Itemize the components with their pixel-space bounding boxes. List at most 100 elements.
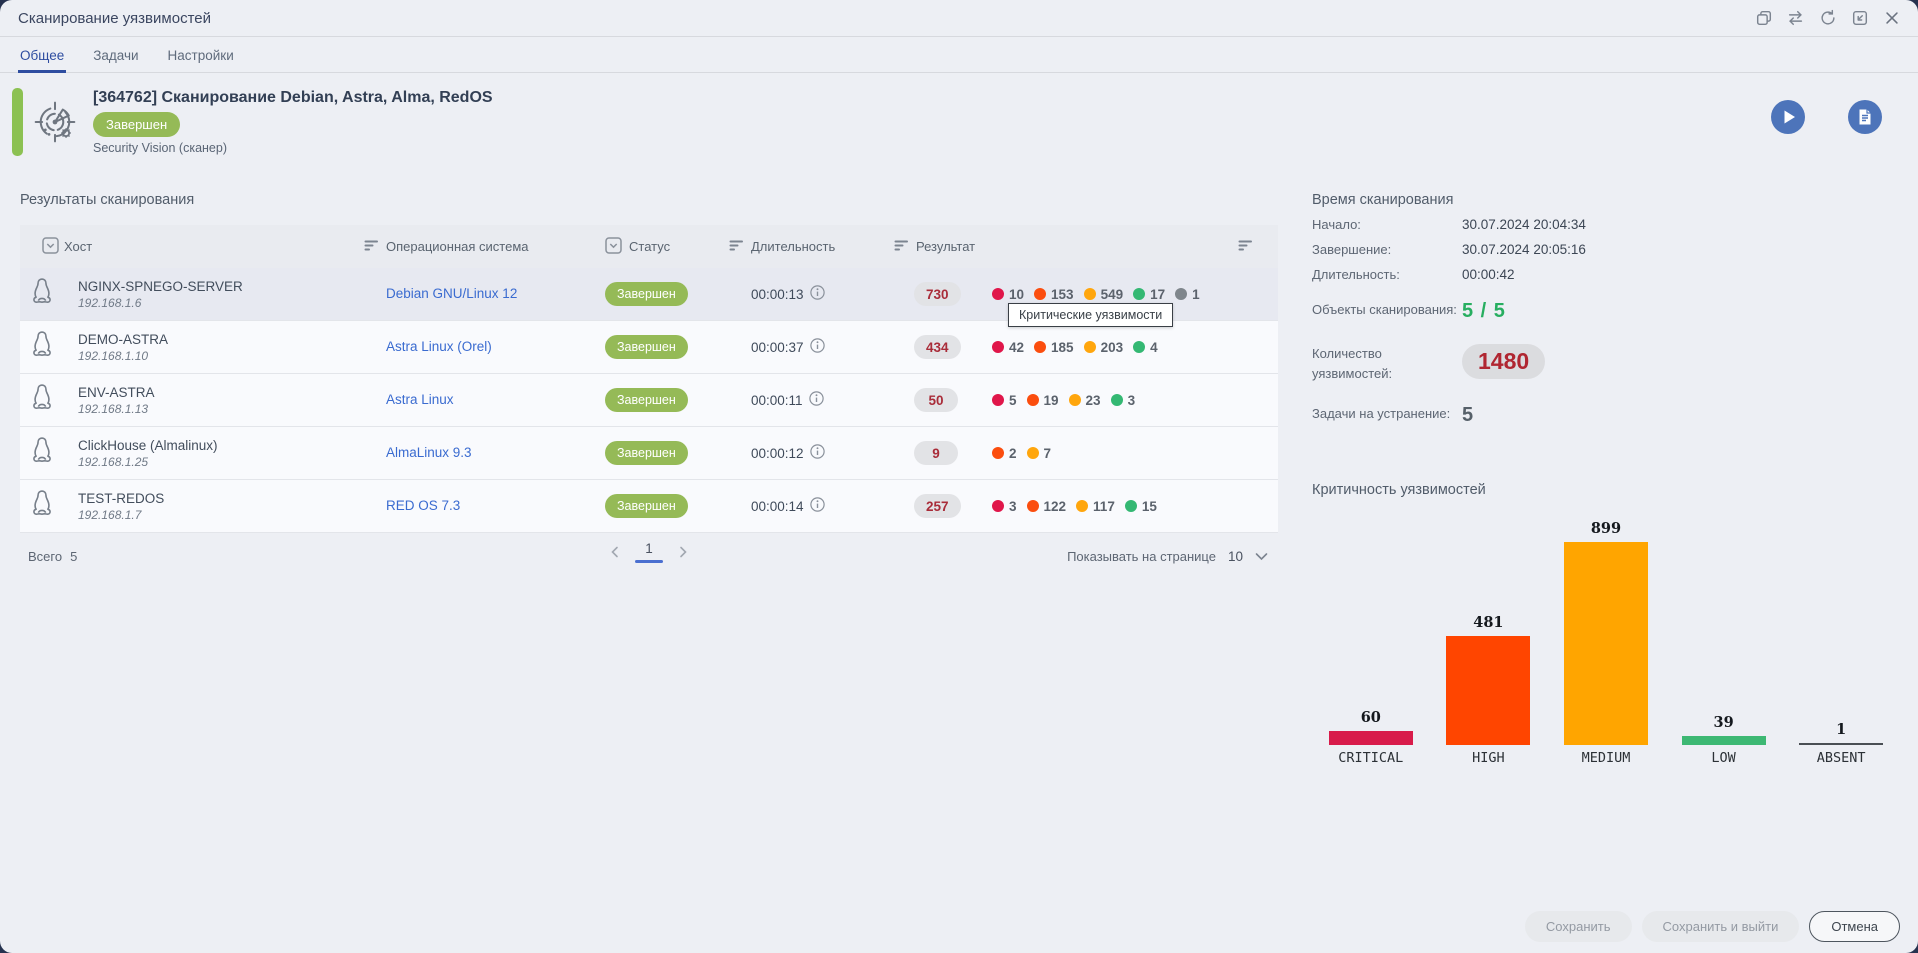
- column-header-duration[interactable]: Длительность: [751, 239, 836, 254]
- column-header-host[interactable]: Хост: [64, 239, 93, 254]
- table-row[interactable]: ClickHouse (Almalinux) 192.168.1.25 AlmaLi…: [20, 427, 1278, 480]
- per-page-select[interactable]: Показывать на странице 10: [1067, 549, 1268, 564]
- severity-count[interactable]: 3: [992, 499, 1017, 514]
- os-link[interactable]: Astra Linux (Orel): [386, 339, 492, 354]
- chart-title: Критичность уязвимостей: [1312, 482, 1486, 498]
- swap-icon[interactable]: [1785, 8, 1806, 29]
- chart-bar-value: 60: [1360, 709, 1381, 726]
- severity-dot: [1083, 341, 1096, 353]
- tab-settings[interactable]: Настройки: [167, 47, 234, 63]
- severity-count[interactable]: 203: [1083, 340, 1123, 355]
- duration-value: 00:00:37: [751, 339, 804, 355]
- os-link[interactable]: Astra Linux: [386, 392, 454, 407]
- column-header-os[interactable]: Операционная система: [386, 239, 529, 254]
- severity-dot: [1110, 394, 1123, 406]
- os-link[interactable]: AlmaLinux 9.3: [386, 445, 472, 460]
- severity-count[interactable]: 2: [992, 446, 1017, 461]
- severity-count[interactable]: 5: [992, 393, 1017, 408]
- linux-penguin-icon: [28, 383, 56, 418]
- host-name: ENV-ASTRA: [78, 384, 155, 400]
- column-header-result[interactable]: Результат: [916, 239, 976, 254]
- close-icon[interactable]: [1881, 8, 1902, 29]
- status-badge: Завершен: [605, 282, 688, 306]
- cancel-button[interactable]: Отмена: [1809, 911, 1900, 942]
- window-controls: [1753, 8, 1902, 29]
- prev-page-icon[interactable]: [610, 546, 619, 558]
- scan-status-badge: Завершен: [93, 112, 181, 137]
- os-link[interactable]: RED OS 7.3: [386, 498, 461, 513]
- page-number[interactable]: 1: [635, 541, 663, 563]
- severity-count[interactable]: 185: [1034, 340, 1074, 355]
- refresh-icon[interactable]: [1817, 8, 1838, 29]
- info-icon[interactable]: [809, 338, 825, 356]
- table-row[interactable]: DEMO-ASTRA 192.168.1.10 Astra Linux (Orel)…: [20, 321, 1278, 374]
- remediation-tasks-value: 5: [1462, 404, 1474, 426]
- vuln-count-stat: Количество уязвимостей: 1480: [1312, 344, 1900, 383]
- status-column-select-icon[interactable]: [605, 236, 622, 257]
- os-filter-icon[interactable]: [364, 239, 379, 255]
- status-accent-bar: [12, 88, 23, 156]
- tab-general[interactable]: Общее: [18, 38, 67, 73]
- info-icon[interactable]: [809, 497, 825, 515]
- severity-count[interactable]: 4: [1133, 340, 1158, 355]
- severity-count[interactable]: 15: [1124, 499, 1157, 514]
- chart-bar-slot: 1 ABSENT: [1782, 500, 1900, 766]
- host-column-select-icon[interactable]: [42, 236, 59, 257]
- severity-count[interactable]: 42: [992, 340, 1024, 355]
- os-link[interactable]: Debian GNU/Linux 12: [386, 286, 518, 301]
- severity-dot: [992, 394, 1004, 406]
- severity-count[interactable]: 19: [1026, 393, 1059, 408]
- severity-count[interactable]: 153: [1034, 287, 1074, 302]
- scan-duration-row: Длительность: 00:00:42: [1312, 267, 1515, 282]
- save-exit-button[interactable]: Сохранить и выйти: [1641, 911, 1800, 942]
- column-header-status[interactable]: Статус: [629, 239, 671, 254]
- host-ip: 192.168.1.13: [78, 401, 149, 416]
- tab-tasks[interactable]: Задачи: [93, 47, 139, 63]
- save-button[interactable]: Сохранить: [1524, 911, 1632, 942]
- severity-dot: [1175, 288, 1188, 300]
- table-row[interactable]: ENV-ASTRA 192.168.1.13 Astra Linux Завершен…: [20, 374, 1278, 427]
- total-vulns-badge: 434: [914, 335, 961, 359]
- duration-filter-icon[interactable]: [729, 239, 744, 255]
- result-filter-icon[interactable]: [894, 239, 909, 255]
- severity-count[interactable]: 17: [1133, 287, 1165, 302]
- chart-bar-critical: [1328, 731, 1413, 745]
- chart-bar-high: [1446, 636, 1531, 745]
- host-name: DEMO-ASTRA: [78, 331, 169, 347]
- scale-window-icon[interactable]: [1849, 8, 1870, 29]
- severity-count[interactable]: 549: [1083, 287, 1123, 302]
- severity-dot: [1133, 341, 1146, 353]
- chart-bars: 60 CRITICAL 481 HIGH 899 MEDIUM 39 LOW 1 ABSENT: [1312, 500, 1900, 766]
- info-icon[interactable]: [808, 391, 824, 409]
- scan-actions: [1771, 100, 1882, 134]
- severity-chart: 60 CRITICAL 481 HIGH 899 MEDIUM 39 LOW 1 ABSENT: [1312, 500, 1900, 766]
- info-icon[interactable]: [809, 444, 825, 462]
- chart-bar-value: 899: [1590, 520, 1622, 537]
- severity-count[interactable]: 122: [1026, 499, 1066, 514]
- report-button[interactable]: [1848, 100, 1882, 134]
- scan-end-row: Завершение: 30.07.2024 20:05:16: [1312, 242, 1586, 257]
- chart-bar-value: 39: [1713, 714, 1734, 731]
- severity-count[interactable]: 7: [1026, 446, 1051, 461]
- run-scan-button[interactable]: [1771, 100, 1805, 134]
- severity-count[interactable]: 10: [992, 287, 1024, 302]
- severity-count[interactable]: 3: [1110, 393, 1135, 408]
- copy-icon[interactable]: [1753, 8, 1774, 29]
- next-page-icon[interactable]: [679, 546, 688, 558]
- severity-count[interactable]: 117: [1076, 499, 1115, 514]
- scan-stats-section: Объекты сканирования: 5 / 5 Количество у…: [1312, 300, 1900, 448]
- scan-title: [364762] Сканирование Debian, Astra, Alm…: [93, 89, 493, 106]
- severity-count[interactable]: 1: [1175, 287, 1200, 302]
- severity-dot: [1026, 500, 1039, 512]
- severity-count[interactable]: 23: [1068, 393, 1101, 408]
- scan-objects-value: 5 / 5: [1462, 300, 1506, 322]
- info-icon[interactable]: [809, 285, 825, 303]
- table-filter-icon[interactable]: [1238, 239, 1253, 255]
- table-row[interactable]: TEST-REDOS 192.168.1.7 RED OS 7.3 Завершен 0…: [20, 480, 1278, 533]
- host-ip: 192.168.1.10: [78, 348, 149, 363]
- severity-dot: [1026, 394, 1039, 406]
- chart-bar-label: CRITICAL: [1338, 750, 1404, 766]
- chart-bar-label: LOW: [1711, 750, 1736, 766]
